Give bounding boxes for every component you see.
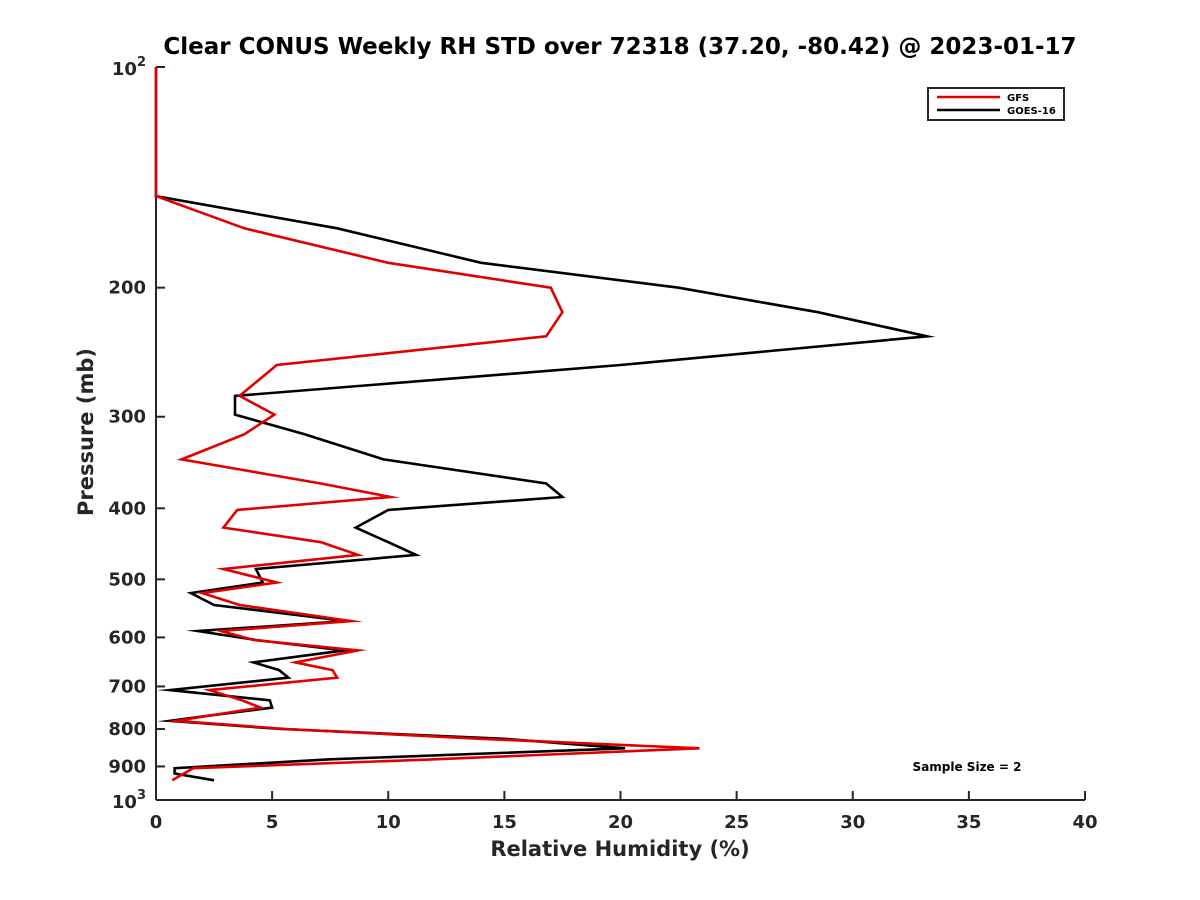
legend-label-gfs: GFS bbox=[1007, 93, 1029, 104]
y-tick-label-bottom: 103 bbox=[112, 788, 146, 813]
x-tick-label: 10 bbox=[376, 812, 401, 833]
series-lines bbox=[154, 67, 936, 782]
ticks: 0 5 10 15 20 25 30 35 40 200 300 400 500 600 700 800 900… bbox=[108, 55, 1097, 833]
axes bbox=[155, 67, 1085, 801]
x-tick-label: 15 bbox=[492, 812, 517, 833]
x-tick-label: 30 bbox=[840, 812, 865, 833]
legend-label-goes16: GOES-16 bbox=[1007, 106, 1056, 117]
y-tick-label: 600 bbox=[108, 627, 146, 648]
y-axis-label: Pressure (mb) bbox=[74, 348, 98, 516]
sample-size-annotation: Sample Size = 2 bbox=[913, 760, 1022, 774]
x-tick-label: 0 bbox=[150, 812, 163, 833]
chart-title: Clear CONUS Weekly RH STD over 72318 (37… bbox=[163, 34, 1076, 60]
x-tick-label: 35 bbox=[956, 812, 981, 833]
legend: GFS GOES-16 bbox=[927, 87, 1065, 121]
x-tick-label: 40 bbox=[1072, 812, 1097, 833]
y-tick-label: 800 bbox=[108, 719, 146, 740]
y-tick-label: 200 bbox=[108, 278, 146, 299]
series-line-goes16 bbox=[154, 67, 936, 782]
y-tick-label: 700 bbox=[108, 676, 146, 697]
x-tick-label: 5 bbox=[266, 812, 279, 833]
y-tick-label: 900 bbox=[108, 756, 146, 777]
y-tick-label: 300 bbox=[108, 407, 146, 428]
x-axis-label: Relative Humidity (%) bbox=[490, 837, 749, 861]
x-tick-label: 20 bbox=[608, 812, 633, 833]
y-tick-label: 400 bbox=[108, 498, 146, 519]
y-tick-label-top: 102 bbox=[112, 55, 146, 80]
series-line-gfs bbox=[154, 67, 700, 782]
legend-box bbox=[927, 87, 1065, 121]
y-tick-label: 500 bbox=[108, 569, 146, 590]
x-tick-label: 25 bbox=[724, 812, 749, 833]
